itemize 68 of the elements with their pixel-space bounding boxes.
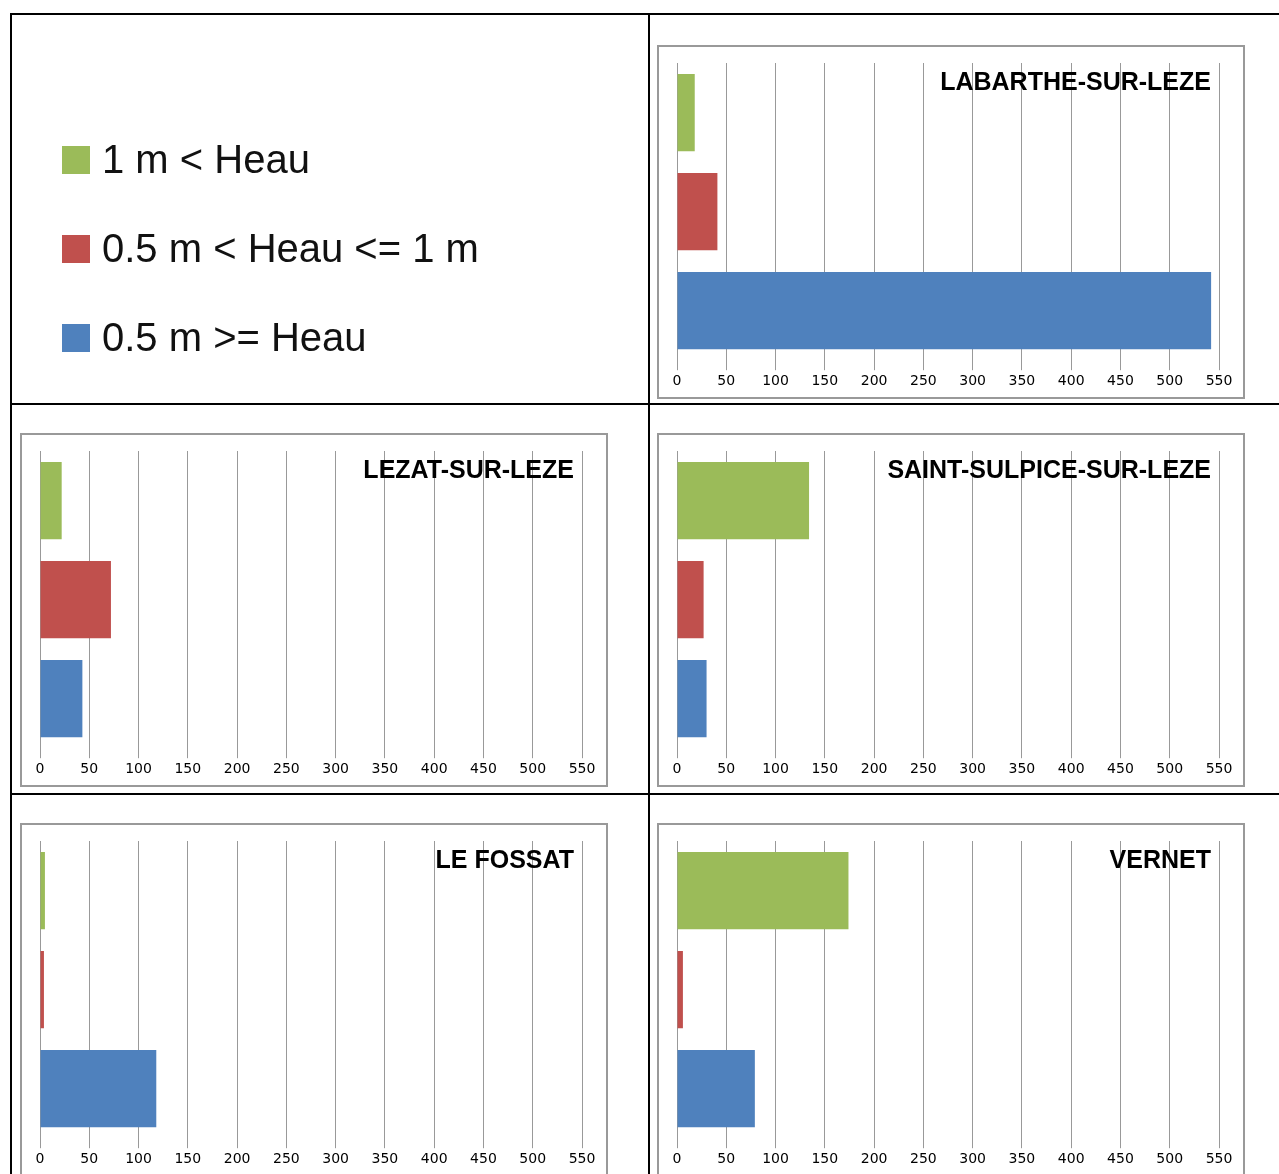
x-tick-label: 350	[371, 760, 399, 777]
x-tick-label: 100	[762, 760, 789, 777]
x-tick-label: 50	[717, 760, 736, 777]
x-tick-label: 0	[35, 760, 45, 777]
x-tick-label: 400	[1057, 1150, 1085, 1167]
x-tick-label: 0	[672, 1150, 682, 1167]
x-tick-label: 450	[1107, 1150, 1134, 1167]
x-tick-label: 100	[125, 1150, 152, 1167]
x-tick-label: 250	[910, 372, 937, 389]
x-tick-label: 500	[1156, 760, 1184, 777]
category-label: 0.5 m < Heau <= 1 m	[102, 226, 479, 271]
x-tick-label: 450	[1107, 760, 1134, 777]
x-tick-label: 400	[420, 760, 448, 777]
x-tick-label: 300	[322, 1150, 349, 1167]
x-tick-label: 100	[125, 760, 152, 777]
x-tick-label: 200	[223, 760, 251, 777]
chart-title: LE FOSSAT	[435, 845, 574, 874]
x-tick-label: 50	[717, 372, 736, 389]
x-tick-label: 300	[959, 1150, 986, 1167]
x-tick-label: 250	[273, 760, 300, 777]
chart-title: LABARTHE-SUR-LEZE	[940, 67, 1211, 96]
x-tick-label: 300	[959, 372, 986, 389]
x-tick-label: 0	[35, 1150, 45, 1167]
x-tick-label: 50	[80, 1150, 99, 1167]
x-tick-label: 250	[273, 1150, 300, 1167]
x-tick-label: 150	[811, 760, 839, 777]
category-label: 0.5 m >= Heau	[102, 315, 367, 360]
x-tick-label: 500	[519, 760, 547, 777]
x-tick-label: 350	[1008, 372, 1036, 389]
x-tick-label: 350	[1008, 760, 1036, 777]
x-tick-label: 400	[1057, 372, 1085, 389]
x-tick-label: 100	[762, 1150, 789, 1167]
x-tick-label: 350	[1008, 1150, 1036, 1167]
x-tick-label: 150	[174, 760, 202, 777]
x-tick-label: 150	[174, 1150, 202, 1167]
x-tick-label: 200	[860, 1150, 888, 1167]
category-label: 1 m < Heau	[102, 137, 310, 182]
x-tick-label: 500	[519, 1150, 547, 1167]
x-tick-label: 200	[223, 1150, 251, 1167]
chart-title: LEZAT-SUR-LEZE	[363, 455, 574, 484]
x-tick-label: 150	[811, 372, 839, 389]
x-tick-label: 500	[1156, 372, 1184, 389]
x-tick-label: 50	[80, 760, 99, 777]
x-tick-label: 150	[811, 1150, 839, 1167]
x-tick-label: 200	[860, 372, 888, 389]
x-tick-label: 400	[420, 1150, 448, 1167]
x-tick-label: 350	[371, 1150, 399, 1167]
x-tick-label: 400	[1057, 760, 1085, 777]
x-tick-label: 450	[1107, 372, 1134, 389]
chart-title: SAINT-SULPICE-SUR-LEZE	[887, 455, 1211, 484]
x-tick-label: 450	[470, 1150, 497, 1167]
x-tick-label: 300	[322, 760, 349, 777]
x-tick-label: 50	[717, 1150, 736, 1167]
x-tick-label: 250	[910, 760, 937, 777]
x-tick-label: 100	[762, 372, 789, 389]
chart-title: VERNET	[1109, 845, 1211, 874]
x-tick-label: 450	[470, 760, 497, 777]
x-tick-label: 200	[860, 760, 888, 777]
x-tick-label: 550	[1205, 760, 1233, 777]
x-tick-label: 550	[1205, 372, 1233, 389]
x-tick-label: 250	[910, 1150, 937, 1167]
x-tick-label: 0	[672, 760, 682, 777]
x-tick-label: 0	[672, 372, 682, 389]
x-tick-label: 550	[1205, 1150, 1233, 1167]
x-tick-label: 550	[568, 760, 596, 777]
x-tick-label: 500	[1156, 1150, 1184, 1167]
x-tick-label: 550	[568, 1150, 596, 1167]
x-tick-label: 300	[959, 760, 986, 777]
